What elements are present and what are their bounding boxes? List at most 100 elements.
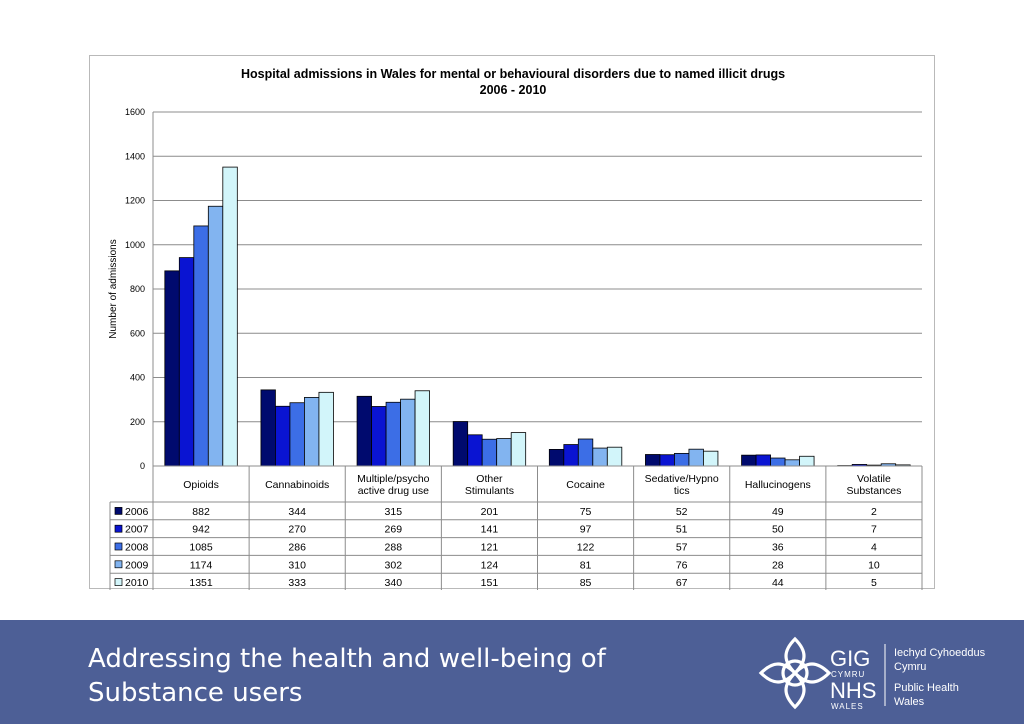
- data-label: 51: [676, 524, 688, 536]
- data-label: 288: [385, 542, 403, 554]
- category-label: Other: [476, 473, 503, 485]
- category-label: Cocaine: [566, 479, 605, 491]
- bar-2010: [703, 450, 719, 467]
- data-label: 2: [871, 506, 877, 518]
- bar-2007: [371, 406, 387, 467]
- logo-welsh-line-2: Cymru: [894, 661, 926, 673]
- footer-title: Addressing the health and well-being of …: [88, 642, 728, 710]
- logo-english-line-2: Wales: [894, 696, 925, 708]
- bar-2009: [400, 398, 416, 467]
- category-label: Substances: [847, 485, 902, 497]
- data-label: 67: [676, 577, 688, 589]
- data-label: 315: [385, 506, 403, 518]
- category-label: Cannabinoids: [265, 479, 329, 491]
- footer-banner: Addressing the health and well-being of …: [0, 620, 1024, 724]
- footer-title-line-1: Addressing the health and well-being of: [88, 644, 606, 674]
- bar-2009: [688, 448, 704, 467]
- bar-2009: [784, 459, 800, 467]
- bar-2008: [770, 457, 786, 467]
- data-label: 141: [481, 524, 499, 536]
- data-label: 1351: [189, 577, 213, 589]
- category-label: Sedative/Hypno: [645, 473, 719, 485]
- data-label: 269: [385, 524, 403, 536]
- data-label: 57: [676, 542, 688, 554]
- logo-gig: GIG: [830, 646, 870, 671]
- data-label: 122: [577, 542, 595, 554]
- data-label: 201: [481, 506, 499, 518]
- legend-swatch-2010: [114, 578, 123, 586]
- data-label: 333: [288, 577, 306, 589]
- data-label: 286: [288, 542, 306, 554]
- category-label: Volatile: [857, 473, 891, 485]
- data-label: 310: [288, 559, 306, 571]
- logo-welsh-line-1: Iechyd Cyhoeddus: [894, 647, 986, 659]
- data-label: 7: [871, 524, 877, 536]
- data-label: 121: [481, 542, 499, 554]
- data-label: 75: [580, 506, 592, 518]
- data-label: 5: [871, 577, 877, 589]
- legend-swatch-2007: [114, 524, 123, 533]
- data-label: 882: [192, 506, 210, 518]
- bar-2010: [606, 446, 623, 467]
- bar-2010: [414, 390, 430, 467]
- data-label: 270: [288, 524, 306, 536]
- legend-label: 2006: [125, 506, 149, 518]
- data-label: 49: [772, 506, 784, 518]
- category-label: active drug use: [358, 485, 429, 497]
- bar-2009: [592, 447, 608, 467]
- y-tick-label: 400: [130, 373, 145, 383]
- chart-title: Hospital admissions in Wales for mental …: [241, 67, 785, 81]
- logo-english-line-1: Public Health: [894, 682, 959, 694]
- data-label: 151: [481, 577, 499, 589]
- bar-2006: [645, 454, 661, 467]
- y-tick-label: 0: [140, 461, 145, 471]
- category-label: Multiple/psycho: [357, 473, 430, 485]
- bar-2007: [755, 454, 771, 467]
- public-health-wales-logo: GIG CYMRU NHS WALES Iechyd Cyhoeddus Cym…: [758, 636, 986, 710]
- bar-2008: [289, 402, 305, 467]
- legend-label: 2009: [125, 559, 149, 571]
- legend-swatch-2009: [114, 560, 123, 569]
- category-label: Opioids: [183, 479, 219, 491]
- bar-2008: [577, 438, 594, 467]
- data-label: 44: [772, 577, 784, 589]
- legend-swatch-2008: [114, 542, 123, 551]
- data-label: 52: [676, 506, 688, 518]
- bar-2006: [164, 270, 180, 467]
- category-label: Hallucinogens: [745, 479, 811, 491]
- chart-frame: Hospital admissions in Wales for mental …: [89, 55, 935, 590]
- data-label: 340: [385, 577, 403, 589]
- bar-2010: [222, 166, 238, 467]
- bar-2007: [659, 454, 675, 467]
- bar-2008: [481, 438, 498, 467]
- y-tick-label: 1000: [125, 240, 145, 250]
- y-tick-label: 200: [130, 417, 145, 427]
- data-label: 97: [580, 524, 592, 536]
- bar-2007: [275, 405, 291, 467]
- legend-label: 2010: [125, 577, 149, 589]
- bar-2007: [563, 444, 579, 467]
- bar-2009: [207, 205, 224, 467]
- data-label: 4: [871, 542, 877, 554]
- y-tick-label: 1600: [125, 107, 145, 117]
- data-label: 50: [772, 524, 784, 536]
- legend-label: 2007: [125, 524, 149, 536]
- y-tick-label: 1200: [125, 196, 145, 206]
- y-tick-label: 800: [130, 284, 145, 294]
- data-label: 344: [288, 506, 306, 518]
- legend-swatch-2006: [114, 507, 123, 515]
- bar-2006: [548, 449, 565, 467]
- bar-2008: [193, 225, 209, 467]
- bar-2006: [260, 389, 276, 467]
- logo-wales: WALES: [831, 702, 864, 710]
- bar-2008: [674, 452, 690, 467]
- logo-cymru: CYMRU: [831, 670, 865, 679]
- data-label: 85: [580, 577, 592, 589]
- bar-2009: [496, 438, 512, 467]
- bar-2010: [799, 455, 815, 467]
- data-label: 1085: [189, 542, 213, 554]
- category-label: Stimulants: [465, 485, 514, 497]
- chart: Hospital admissions in Wales for mental …: [108, 67, 923, 590]
- data-label: 28: [772, 559, 784, 571]
- data-label: 124: [481, 559, 499, 571]
